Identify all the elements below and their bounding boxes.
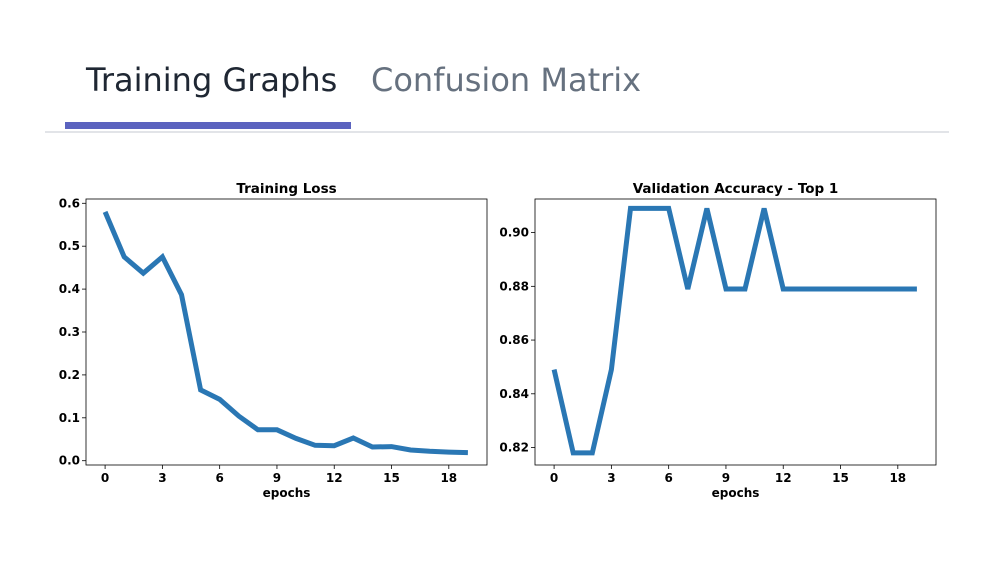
tab-training-graphs[interactable]: Training Graphs [86, 61, 338, 99]
active-tab-indicator [65, 122, 351, 129]
x-tick-label: 3 [607, 471, 615, 485]
x-axis-label: epochs [712, 486, 760, 500]
tab-bar: Training Graphs Confusion Matrix [45, 0, 949, 133]
x-tick-label: 18 [440, 471, 457, 485]
x-tick-label: 0 [550, 471, 558, 485]
training-loss-chart: Training Loss 0 3 6 9 12 15 18 0.0 0.1 0.2 0.3 0.4 0.… [59, 181, 488, 500]
x-tick-label: 12 [775, 471, 792, 485]
x-tick-label: 18 [889, 471, 906, 485]
x-tick-label: 9 [722, 471, 730, 485]
y-tick-label: 0.2 [59, 368, 80, 382]
y-tick-label: 0.88 [499, 279, 529, 293]
chart-title: Validation Accuracy - Top 1 [633, 181, 839, 197]
y-tick-label: 0.0 [59, 454, 80, 468]
x-tick-label: 3 [158, 471, 166, 485]
y-tick-label: 0.5 [59, 239, 80, 253]
x-tick-label: 15 [383, 471, 400, 485]
x-tick-label: 9 [273, 471, 281, 485]
tab-confusion-matrix[interactable]: Confusion Matrix [371, 61, 642, 99]
y-tick-label: 0.90 [499, 226, 529, 240]
x-tick-label: 12 [326, 471, 343, 485]
plot-frame [534, 198, 937, 466]
y-tick-label: 0.82 [499, 441, 529, 455]
x-tick-label: 15 [832, 471, 849, 485]
series-line [551, 205, 917, 456]
y-tick-label: 0.84 [499, 387, 529, 401]
chart-title: Training Loss [236, 181, 336, 197]
x-tick-label: 6 [664, 471, 672, 485]
series-line [102, 210, 468, 456]
validation-accuracy-chart: Validation Accuracy - Top 1 0 3 6 9 12 15 18 0.8… [499, 181, 937, 500]
y-tick-label: 0.6 [59, 196, 80, 210]
y-tick-label: 0.4 [59, 282, 80, 296]
x-tick-label: 0 [101, 471, 109, 485]
y-tick-label: 0.3 [59, 325, 80, 339]
y-tick-label: 0.1 [59, 411, 80, 425]
x-axis-label: epochs [263, 486, 311, 500]
x-tick-label: 6 [215, 471, 223, 485]
y-tick-label: 0.86 [499, 333, 529, 347]
plot-frame [85, 198, 488, 466]
